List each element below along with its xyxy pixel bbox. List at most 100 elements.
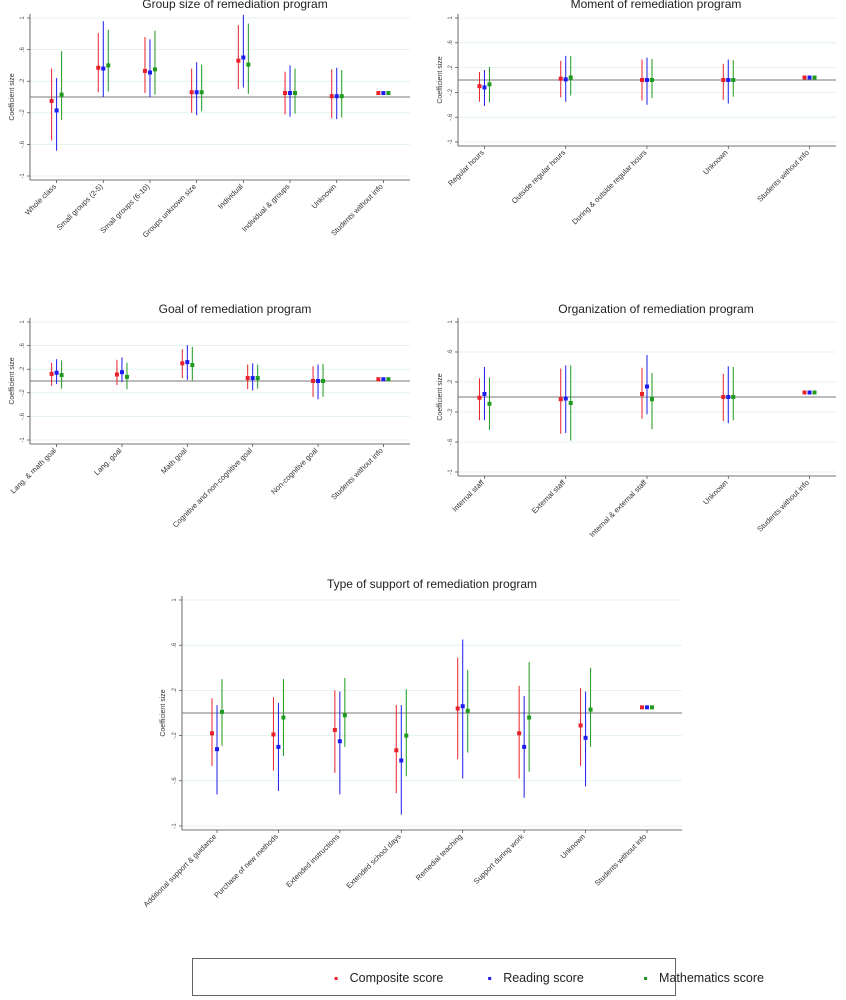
y-tick-label: .6 (448, 40, 454, 46)
point-composite (283, 91, 288, 96)
point-reading (583, 735, 588, 740)
point-composite (210, 731, 214, 736)
point-mathematics (386, 91, 391, 96)
point-mathematics (255, 376, 260, 381)
point-reading (381, 377, 386, 382)
point-composite (558, 397, 563, 402)
point-reading (482, 85, 487, 90)
panel-moment: Moment of remediation program 1 .6 .2 -.2 -.6… (437, 0, 836, 226)
category-label: Support during work (472, 832, 526, 886)
panel-title: Moment of remediation program (571, 0, 742, 11)
y-tick-label: 1 (448, 16, 454, 20)
y-tick-label: .2 (20, 366, 26, 372)
category-label: Students without info (329, 182, 385, 238)
point-composite (578, 723, 583, 728)
y-tick-label: .6 (172, 642, 178, 648)
legend-label-reading: Reading score (503, 971, 584, 985)
category-label: Lang. goal (92, 446, 123, 477)
y-tick-label: -.2 (20, 389, 26, 397)
point-reading (807, 75, 812, 80)
point-reading (215, 747, 219, 752)
panel-group-size: Group size of remediation program 1 .6 .2 -.… (9, 0, 410, 239)
category-label: Unknown (701, 478, 729, 506)
point-mathematics (321, 379, 326, 383)
point-reading (460, 704, 465, 709)
category-label: Groups unknown size (141, 182, 198, 239)
point-mathematics (293, 91, 298, 96)
point-composite (311, 379, 316, 383)
category-label: Regular hours (446, 148, 486, 188)
category-label: Students without info (329, 446, 385, 502)
point-reading (563, 77, 568, 82)
point-mathematics (568, 401, 573, 405)
y-tick-label: -.2 (20, 109, 26, 117)
point-composite (640, 392, 644, 396)
point-reading (316, 379, 321, 383)
point-mathematics (404, 733, 409, 738)
legend-marker-mathematics (644, 976, 648, 980)
point-reading (399, 758, 404, 763)
y-tick-label: 1 (448, 320, 454, 324)
point-composite (558, 76, 563, 81)
point-mathematics (106, 63, 111, 68)
panel-title: Group size of remediation program (142, 0, 327, 11)
point-composite (49, 98, 54, 103)
y-axis-title: Coefficient size (437, 56, 444, 103)
point-mathematics (246, 62, 251, 67)
y-tick-label: -1 (448, 139, 454, 145)
point-composite (455, 706, 460, 711)
point-composite (329, 94, 334, 99)
category-label: Internal staff (450, 477, 486, 513)
y-tick-label: 1 (20, 16, 26, 20)
point-reading (54, 108, 59, 113)
point-reading (185, 360, 190, 365)
point-reading (250, 376, 255, 381)
point-composite (802, 390, 807, 395)
category-label: Extended school days (344, 832, 402, 890)
legend-item-mathematics: Mathematics score (644, 971, 764, 985)
point-mathematics (527, 715, 532, 720)
point-composite (376, 91, 381, 96)
point-reading (726, 78, 731, 82)
panel-title: Type of support of remediation program (327, 577, 537, 591)
category-label: Unknown (310, 182, 338, 210)
category-label: Individual (216, 182, 245, 211)
point-mathematics (220, 709, 224, 714)
point-reading (241, 55, 246, 60)
point-composite (721, 78, 726, 82)
point-composite (376, 377, 381, 382)
y-tick-label: .2 (448, 379, 454, 385)
category-label: Math goal (159, 446, 189, 476)
point-mathematics (812, 75, 817, 80)
point-mathematics (487, 401, 492, 406)
point-mathematics (731, 395, 736, 399)
point-composite (114, 372, 119, 377)
category-label: Non-cognitive goal (269, 446, 320, 497)
point-composite (142, 68, 147, 73)
panel-organization: Organization of remediation program 1 .6 .2… (437, 302, 836, 539)
point-reading (522, 744, 527, 749)
point-reading (194, 90, 199, 95)
category-label: Small groups (6-10) (98, 182, 151, 235)
point-mathematics (124, 374, 129, 379)
panel-title: Goal of remediation program (159, 302, 312, 316)
y-tick-label: -1 (20, 437, 26, 443)
point-composite (180, 361, 185, 366)
y-tick-label: -1 (448, 469, 454, 475)
point-mathematics (650, 705, 654, 710)
point-mathematics (386, 377, 391, 382)
point-reading (119, 370, 124, 375)
point-mathematics (199, 90, 204, 95)
point-reading (482, 392, 487, 396)
category-label: Cognitive and non-cognitive goal (171, 446, 255, 530)
coefficient-plot-figure: Group size of remediation program 1 .6 .2 -.… (9, 0, 836, 909)
point-mathematics (812, 390, 817, 395)
legend-marker-reading (488, 976, 492, 980)
point-reading (645, 705, 649, 710)
point-reading (645, 78, 649, 82)
point-composite (236, 58, 241, 63)
point-composite (96, 65, 101, 70)
point-mathematics (650, 397, 654, 402)
point-composite (477, 395, 482, 400)
point-composite (189, 90, 194, 95)
